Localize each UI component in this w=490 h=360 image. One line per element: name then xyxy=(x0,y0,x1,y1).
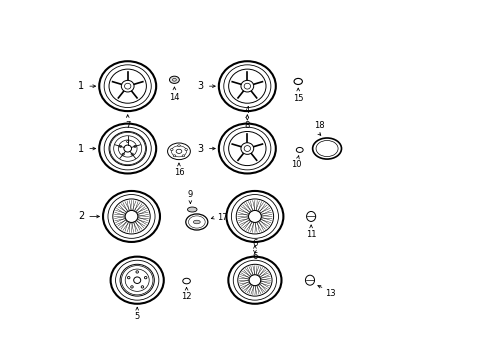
Ellipse shape xyxy=(185,149,188,150)
Polygon shape xyxy=(251,153,256,160)
Ellipse shape xyxy=(131,286,133,288)
Ellipse shape xyxy=(141,286,144,288)
Text: 6: 6 xyxy=(252,239,258,248)
Ellipse shape xyxy=(248,211,261,222)
Ellipse shape xyxy=(182,155,185,157)
Ellipse shape xyxy=(188,207,197,212)
Ellipse shape xyxy=(305,275,315,285)
Text: 15: 15 xyxy=(293,94,303,103)
Text: 7: 7 xyxy=(125,121,130,130)
Polygon shape xyxy=(119,91,124,97)
Polygon shape xyxy=(233,82,241,85)
Ellipse shape xyxy=(119,145,122,147)
Polygon shape xyxy=(251,91,256,97)
Text: 8: 8 xyxy=(245,121,250,130)
Ellipse shape xyxy=(136,271,139,273)
Text: 12: 12 xyxy=(181,292,192,301)
Text: 14: 14 xyxy=(169,93,180,102)
Text: 13: 13 xyxy=(325,289,336,298)
Ellipse shape xyxy=(241,143,254,154)
Polygon shape xyxy=(113,82,122,85)
Ellipse shape xyxy=(122,153,124,155)
Text: 1: 1 xyxy=(78,144,84,153)
Text: 16: 16 xyxy=(173,168,184,177)
Ellipse shape xyxy=(194,220,200,224)
Polygon shape xyxy=(238,91,244,97)
Ellipse shape xyxy=(168,143,190,159)
Text: 9: 9 xyxy=(188,190,193,199)
Text: 11: 11 xyxy=(306,230,317,239)
Polygon shape xyxy=(253,144,262,147)
Ellipse shape xyxy=(124,145,131,152)
Text: 1: 1 xyxy=(78,81,84,91)
Text: 17: 17 xyxy=(217,212,227,221)
Text: 18: 18 xyxy=(314,121,325,130)
Ellipse shape xyxy=(126,140,129,143)
Ellipse shape xyxy=(178,145,180,147)
Ellipse shape xyxy=(241,80,254,92)
Ellipse shape xyxy=(145,276,147,279)
Ellipse shape xyxy=(134,145,136,147)
Ellipse shape xyxy=(307,211,316,221)
Ellipse shape xyxy=(131,153,133,155)
Ellipse shape xyxy=(173,155,176,157)
Polygon shape xyxy=(134,82,142,85)
Text: 6: 6 xyxy=(252,252,258,261)
Ellipse shape xyxy=(249,275,261,285)
Ellipse shape xyxy=(127,276,130,279)
Text: 4: 4 xyxy=(245,106,250,115)
Ellipse shape xyxy=(171,149,173,150)
Text: 3: 3 xyxy=(197,144,204,153)
Text: 10: 10 xyxy=(291,161,301,170)
Ellipse shape xyxy=(125,211,138,222)
Ellipse shape xyxy=(122,80,134,92)
Text: 2: 2 xyxy=(78,211,84,221)
Polygon shape xyxy=(131,91,137,97)
Polygon shape xyxy=(238,153,244,160)
Polygon shape xyxy=(253,82,262,85)
Ellipse shape xyxy=(170,76,179,84)
Polygon shape xyxy=(127,72,128,80)
Text: 5: 5 xyxy=(135,312,140,321)
Polygon shape xyxy=(233,144,241,147)
Text: 3: 3 xyxy=(197,81,204,91)
Ellipse shape xyxy=(134,277,141,283)
